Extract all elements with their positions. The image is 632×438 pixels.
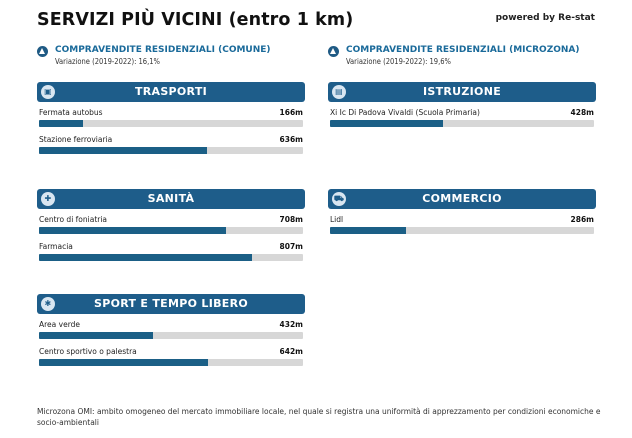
distance-bar-track xyxy=(330,120,594,127)
distance-bar-fill xyxy=(39,147,207,154)
distance-bar-fill xyxy=(39,359,209,366)
item-label: Centro di foniatria xyxy=(39,215,108,224)
distance-bar-track xyxy=(330,227,594,234)
card-title: SANITÀ xyxy=(147,192,195,205)
distance-bar-track xyxy=(39,254,303,261)
footer-note: Microzona OMI: ambito omogeneo del merca… xyxy=(37,407,601,427)
card-header: ✱ SPORT E TEMPO LIBERO xyxy=(37,294,305,314)
distance-bar-fill xyxy=(330,227,406,234)
card-header: ▤ ISTRUZIONE xyxy=(328,82,596,102)
card-title: SPORT E TEMPO LIBERO xyxy=(93,297,249,310)
list-item: Farmacia 807m xyxy=(39,236,303,263)
list-item: Lidl 286m xyxy=(330,209,594,236)
bus-icon: ▣ xyxy=(41,85,55,99)
distance-bar-track xyxy=(39,227,303,234)
item-label: Centro sportivo o palestra xyxy=(39,347,137,356)
distance-bar-track xyxy=(39,147,303,154)
item-distance: 432m xyxy=(279,320,303,329)
card-title: TRASPORTI xyxy=(134,85,208,98)
kpi-subtitle: Variazione (2019-2022): 19,6% xyxy=(346,57,451,66)
card-header: ▣ TRASPORTI xyxy=(37,82,305,102)
card-title: COMMERCIO xyxy=(422,192,502,205)
card-sport: ✱ SPORT E TEMPO LIBERO Area verde 432m C… xyxy=(37,294,305,368)
list-item: Centro sportivo o palestra 642m xyxy=(39,341,303,368)
distance-bar-fill xyxy=(39,120,83,127)
card-sanita: ✚ SANITÀ Centro di foniatria 708m Farmac… xyxy=(37,189,305,263)
item-distance: 708m xyxy=(279,215,303,224)
list-item: Stazione ferroviaria 636m xyxy=(39,129,303,156)
card-commercio: ⛟ COMMERCIO Lidl 286m xyxy=(328,189,596,236)
health-icon: ✚ xyxy=(41,192,55,206)
kpi-subtitle: Variazione (2019-2022): 16,1% xyxy=(55,57,160,66)
triangle-up-icon xyxy=(37,46,48,57)
item-distance: 807m xyxy=(279,242,303,251)
list-item: Fermata autobus 166m xyxy=(39,102,303,129)
distance-bar-fill xyxy=(39,332,154,339)
triangle-up-icon xyxy=(328,46,339,57)
distance-bar-track xyxy=(39,120,303,127)
kpi-microzona: COMPRAVENDITE RESIDENZIALI (MICROZONA) V… xyxy=(328,45,598,69)
cart-icon: ⛟ xyxy=(332,192,346,206)
kpi-title: COMPRAVENDITE RESIDENZIALI (MICROZONA) xyxy=(346,45,580,55)
distance-bar-track xyxy=(39,332,303,339)
distance-bar-fill xyxy=(330,120,443,127)
item-distance: 166m xyxy=(279,108,303,117)
page-title: SERVIZI PIÙ VICINI (entro 1 km) xyxy=(37,10,354,30)
distance-bar-track xyxy=(39,359,303,366)
item-distance: 636m xyxy=(279,135,303,144)
item-label: Stazione ferroviaria xyxy=(39,135,113,144)
card-title: ISTRUZIONE xyxy=(422,85,502,98)
item-distance: 286m xyxy=(570,215,594,224)
item-distance: 428m xyxy=(570,108,594,117)
list-item: Area verde 432m xyxy=(39,314,303,341)
distance-bar-fill xyxy=(39,254,253,261)
card-trasporti: ▣ TRASPORTI Fermata autobus 166m Stazion… xyxy=(37,82,305,156)
item-label: Farmacia xyxy=(39,242,73,251)
item-label: Fermata autobus xyxy=(39,108,103,117)
kpi-title: COMPRAVENDITE RESIDENZIALI (COMUNE) xyxy=(55,45,271,55)
item-distance: 642m xyxy=(279,347,303,356)
sport-icon: ✱ xyxy=(41,297,55,311)
school-icon: ▤ xyxy=(332,85,346,99)
distance-bar-fill xyxy=(39,227,226,234)
card-header: ⛟ COMMERCIO xyxy=(328,189,596,209)
item-label: Lidl xyxy=(330,215,344,224)
list-item: Xi Ic Di Padova Vivaldi (Scuola Primaria… xyxy=(330,102,594,129)
powered-by-label: powered by Re-stat xyxy=(495,13,595,23)
item-label: Xi Ic Di Padova Vivaldi (Scuola Primaria… xyxy=(330,108,480,117)
kpi-comune: COMPRAVENDITE RESIDENZIALI (COMUNE) Vari… xyxy=(37,45,307,69)
card-istruzione: ▤ ISTRUZIONE Xi Ic Di Padova Vivaldi (Sc… xyxy=(328,82,596,129)
card-header: ✚ SANITÀ xyxy=(37,189,305,209)
item-label: Area verde xyxy=(39,320,81,329)
list-item: Centro di foniatria 708m xyxy=(39,209,303,236)
